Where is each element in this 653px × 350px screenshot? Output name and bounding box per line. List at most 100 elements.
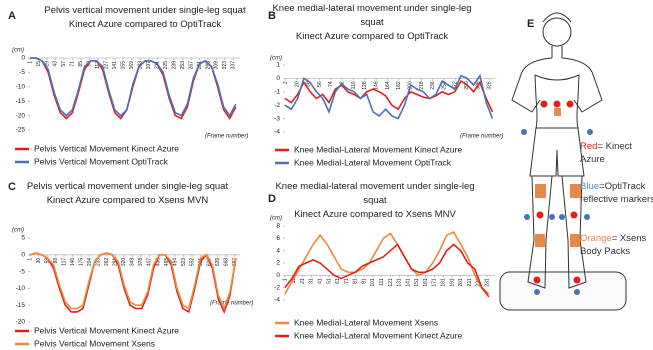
x-tick-label: 81 bbox=[353, 278, 359, 284]
y-tick-label: -5 bbox=[19, 69, 25, 76]
x-tick-label: 110 bbox=[351, 81, 357, 89]
legend-label: Knee Medial-Lateral Movement Xsens bbox=[294, 317, 438, 327]
legend-label: Pelvis Vertical Movement Kinect Azure bbox=[34, 325, 179, 335]
y-tick-label: 6 bbox=[276, 235, 280, 242]
x-tick-label: 127 bbox=[104, 61, 110, 70]
legend-label: Pelvis Vertical Movement Xsens bbox=[34, 338, 155, 348]
x-tick-label: 337 bbox=[231, 61, 237, 70]
x-tick-label: 218 bbox=[419, 81, 425, 90]
x-tick-label: 146 bbox=[70, 258, 76, 267]
illustration-note: Orange= Xsens Body Packs bbox=[580, 232, 653, 258]
x-tick-label: 15 bbox=[36, 61, 42, 67]
legend-label: Pelvis Vertical Movement OptiTrack bbox=[34, 156, 169, 166]
x-tick-label: 141 bbox=[405, 278, 411, 287]
illustration-note: Red= Kinect Azure bbox=[580, 140, 653, 166]
legend-label: Knee Medial-Lateral Movement OptiTrack bbox=[294, 157, 452, 167]
x-tick-label: 117 bbox=[61, 258, 67, 266]
y-tick-label: 0 bbox=[276, 272, 280, 279]
x-axis-label: (Frame number) bbox=[210, 301, 253, 307]
x-tick-label: 267 bbox=[188, 61, 194, 70]
x-tick-label: 326 bbox=[487, 81, 493, 90]
x-tick-label: 88 bbox=[53, 258, 59, 264]
x-tick-label: 164 bbox=[385, 81, 391, 90]
x-axis-label: (Frame number) bbox=[460, 134, 503, 140]
x-tick-label: 552 bbox=[189, 258, 195, 267]
x-tick-label: 523 bbox=[181, 258, 187, 267]
x-tick-label: 57 bbox=[61, 61, 67, 67]
x-tick-label: 639 bbox=[215, 258, 221, 267]
panel-letter: A bbox=[8, 10, 16, 22]
figure: E A(cm)(Frame number)0-5-10-15-20-251152… bbox=[0, 0, 653, 350]
x-tick-label: 111 bbox=[379, 278, 385, 286]
note-key: Orange bbox=[580, 233, 612, 244]
chart-title: Pelvis vertical movement under single-le… bbox=[20, 180, 235, 194]
legend-label: Knee Medial-Lateral Movement Kinect Azur… bbox=[294, 330, 462, 340]
y-tick-label: -10 bbox=[16, 285, 26, 292]
x-tick-label: 71 bbox=[70, 61, 76, 67]
illustration-note: Blue=OptiTrack reflective markers bbox=[580, 180, 653, 206]
x-tick-label: 85 bbox=[78, 61, 84, 67]
y-tick-label: 8 bbox=[276, 223, 280, 230]
x-tick-label: 225 bbox=[163, 61, 169, 70]
chart-heading: Knee medial-lateral movement under singl… bbox=[275, 180, 475, 222]
x-tick-label: 155 bbox=[121, 61, 127, 70]
y-tick-label: -25 bbox=[16, 127, 26, 134]
chart-title: Knee medial-lateral movement under singl… bbox=[275, 180, 475, 208]
x-tick-label: 197 bbox=[146, 61, 152, 70]
y-tick-label: -5 bbox=[19, 268, 25, 275]
y-tick-label: -4 bbox=[274, 129, 280, 136]
y-tick-label: -10 bbox=[16, 84, 26, 91]
x-tick-label: 131 bbox=[397, 278, 403, 287]
x-tick-label: 169 bbox=[129, 61, 135, 70]
y-tick-label: 0 bbox=[276, 75, 280, 82]
x-tick-label: 211 bbox=[467, 278, 473, 286]
x-tick-label: 2 bbox=[283, 81, 289, 84]
x-tick-label: 320 bbox=[121, 258, 127, 267]
x-tick-label: 20 bbox=[294, 81, 300, 87]
y-tick-label: -20 bbox=[16, 319, 26, 326]
y-axis-label: (cm) bbox=[12, 228, 24, 234]
x-tick-label: 161 bbox=[423, 278, 429, 287]
y-tick-label: -1 bbox=[274, 89, 280, 96]
x-tick-label: 141 bbox=[112, 61, 118, 70]
x-tick-label: 41 bbox=[317, 278, 323, 284]
x-tick-label: 231 bbox=[484, 278, 490, 287]
x-tick-label: 239 bbox=[171, 61, 177, 70]
y-tick-label: -4 bbox=[274, 297, 280, 304]
x-tick-label: 121 bbox=[388, 278, 394, 287]
y-tick-label: -2 bbox=[274, 284, 280, 291]
x-tick-label: 323 bbox=[222, 61, 228, 70]
x-tick-label: 407 bbox=[147, 258, 153, 267]
x-tick-label: 191 bbox=[449, 278, 455, 287]
x-tick-label: 175 bbox=[79, 258, 85, 267]
x-tick-label: 1 bbox=[27, 61, 33, 64]
x-tick-label: 146 bbox=[373, 81, 379, 90]
chart-canvas: E A(cm)(Frame number)0-5-10-15-20-251152… bbox=[0, 0, 653, 350]
x-tick-label: 494 bbox=[172, 258, 178, 267]
x-tick-label: 182 bbox=[396, 81, 402, 90]
x-tick-label: 181 bbox=[440, 278, 446, 287]
x-tick-label: 30 bbox=[36, 258, 42, 264]
x-tick-label: 1 bbox=[282, 278, 288, 281]
x-tick-label: 21 bbox=[300, 278, 306, 284]
chart-title: Pelvis vertical movement under single-le… bbox=[30, 4, 260, 18]
chart-heading: Knee medial-lateral movement under singl… bbox=[272, 2, 472, 44]
panel-letter: E bbox=[527, 18, 534, 30]
y-tick-label: -15 bbox=[16, 302, 26, 309]
x-tick-label: 101 bbox=[370, 278, 376, 287]
y-tick-label: 2 bbox=[276, 260, 280, 267]
chart-subtitle: Kinect Azure compared to OptiTrack bbox=[272, 30, 472, 44]
x-tick-label: 1 bbox=[27, 258, 33, 261]
y-tick-label: 1 bbox=[276, 62, 280, 69]
note-key: Red bbox=[580, 141, 597, 152]
y-tick-label: 4 bbox=[276, 247, 280, 254]
x-tick-label: 171 bbox=[432, 278, 438, 287]
note-key: Blue bbox=[580, 181, 599, 192]
y-tick-label: 5 bbox=[21, 235, 25, 242]
x-tick-label: 309 bbox=[214, 61, 220, 70]
x-tick-label: 71 bbox=[344, 278, 350, 284]
chart-heading: Pelvis vertical movement under single-le… bbox=[30, 4, 260, 32]
x-tick-label: 74 bbox=[328, 81, 334, 87]
y-tick-label: 0 bbox=[21, 55, 25, 62]
chart-subtitle: Kinect Azure compared to Xsens MNV bbox=[275, 208, 475, 222]
